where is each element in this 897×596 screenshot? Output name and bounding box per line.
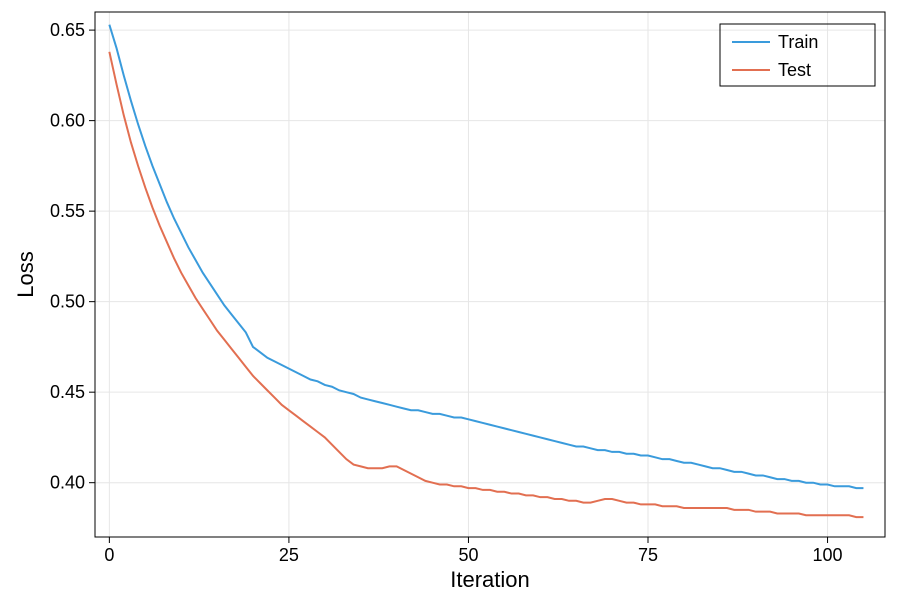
y-tick-label: 0.45 bbox=[50, 382, 85, 402]
x-axis-label: Iteration bbox=[450, 567, 530, 592]
legend-label: Train bbox=[778, 32, 818, 52]
x-tick-label: 50 bbox=[458, 545, 478, 565]
x-tick-label: 100 bbox=[813, 545, 843, 565]
y-tick-label: 0.65 bbox=[50, 20, 85, 40]
legend-label: Test bbox=[778, 60, 811, 80]
y-tick-label: 0.55 bbox=[50, 201, 85, 221]
y-tick-label: 0.60 bbox=[50, 111, 85, 131]
y-tick-label: 0.40 bbox=[50, 473, 85, 493]
x-tick-label: 25 bbox=[279, 545, 299, 565]
loss-chart: 0 25 50 75 100 0.40 0.45 0.50 0.55 0.60 0.65 Iterat… bbox=[0, 0, 897, 596]
x-tick-label: 75 bbox=[638, 545, 658, 565]
chart-svg: 0 25 50 75 100 0.40 0.45 0.50 0.55 0.60 0.65 Iterat… bbox=[0, 0, 897, 596]
x-tick-label: 0 bbox=[104, 545, 114, 565]
y-tick-label: 0.50 bbox=[50, 292, 85, 312]
y-axis-label: Loss bbox=[13, 251, 38, 297]
